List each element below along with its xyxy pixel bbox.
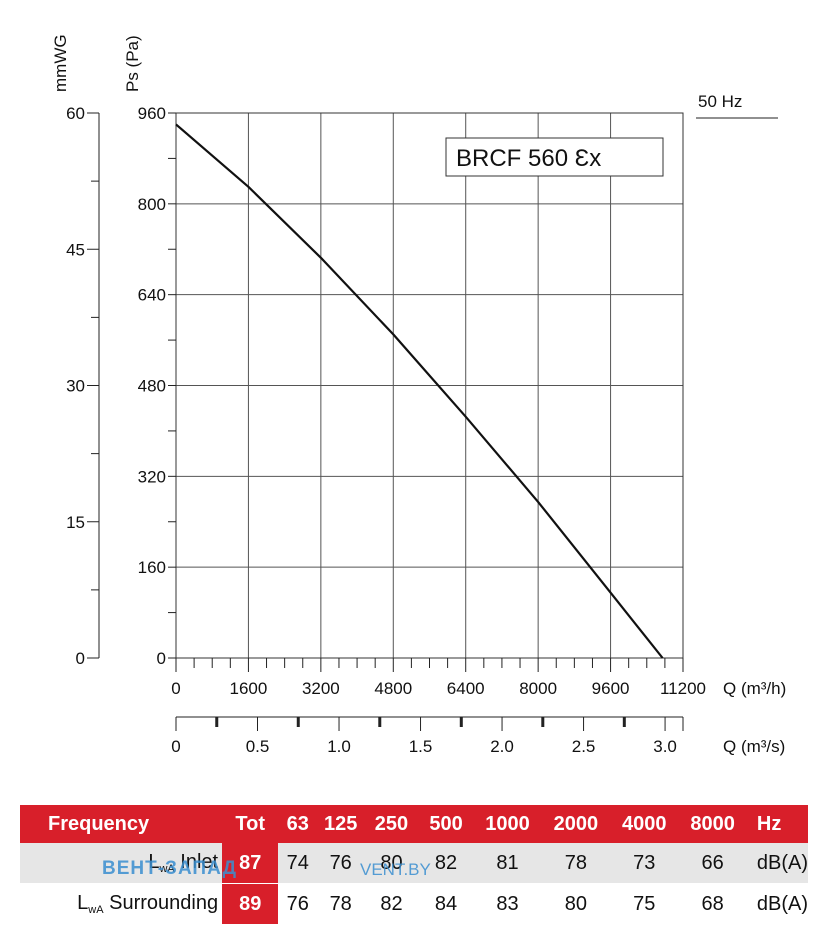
x-tick-label: 1600 (230, 679, 268, 698)
model-label-box (445, 137, 664, 177)
x2-tick-label: 1.5 (409, 737, 433, 756)
table-header-row: Frequency Tot 63 125 250 500 1000 2000 4… (20, 805, 808, 843)
header-500: 500 (418, 805, 474, 843)
x2-axis-title: Q (m³/s) (723, 737, 785, 756)
watermark-domain: VENT.BY (360, 860, 431, 879)
x2-tick-label: 0 (171, 737, 180, 756)
inlet-63: 74 (278, 843, 318, 884)
frequency-label: 50 Hz (698, 92, 742, 111)
inlet-4000: 73 (610, 843, 679, 884)
surrounding-250: 82 (364, 883, 419, 924)
inlet-tot: 87 (222, 843, 279, 884)
y2-tick-label: 60 (66, 104, 85, 123)
header-63: 63 (278, 805, 318, 843)
surrounding-8000: 68 (678, 883, 747, 924)
surrounding-tot: 89 (222, 883, 279, 924)
x-tick-label: 9600 (592, 679, 630, 698)
y-tick-label: 480 (138, 377, 166, 396)
y-tick-label: 640 (138, 286, 166, 305)
x-axis-title: Q (m³/h) (723, 679, 786, 698)
y-tick-label: 0 (157, 649, 166, 668)
table-row-surrounding: LwA Surrounding 89 76 78 82 84 83 80 75 … (20, 883, 808, 924)
series-line-brcf560 (175, 123, 664, 659)
x-tick-label: 4800 (374, 679, 412, 698)
surrounding-63: 76 (278, 883, 318, 924)
row-label-inlet: LwA Inlet (20, 843, 223, 884)
header-hz: Hz (746, 805, 808, 843)
y-tick-label: 320 (138, 467, 166, 486)
x-tick-label: 6400 (447, 679, 485, 698)
sound-power-table: Frequency Tot 63 125 250 500 1000 2000 4… (20, 805, 808, 924)
x2-tick-label: 0.5 (246, 737, 270, 756)
header-2000: 2000 (541, 805, 611, 843)
row-label-surrounding: LwA Surrounding (20, 883, 223, 924)
inlet-unit: dB(A) (746, 843, 808, 884)
header-tot: Tot (222, 805, 279, 843)
x2-tick-label: 3.0 (653, 737, 677, 756)
x2-tick-label: 2.5 (572, 737, 596, 756)
watermark-logo: ВЕНТ-ЗАПАД (102, 858, 238, 879)
surrounding-125: 78 (317, 883, 365, 924)
header-125: 125 (317, 805, 365, 843)
x2-tick-label: 2.0 (490, 737, 514, 756)
y2-tick-label: 0 (76, 649, 85, 668)
surrounding-unit: dB(A) (746, 883, 808, 924)
y-tick-label: 800 (138, 195, 166, 214)
x-tick-label: 3200 (302, 679, 340, 698)
header-250: 250 (364, 805, 419, 843)
x-tick-label: 0 (171, 679, 180, 698)
y2-tick-label: 15 (66, 513, 85, 532)
header-4000: 4000 (610, 805, 679, 843)
y2-tick-label: 30 (66, 377, 85, 396)
x-tick-label: 8000 (519, 679, 557, 698)
surrounding-4000: 75 (610, 883, 679, 924)
header-8000: 8000 (678, 805, 747, 843)
y-tick-label: 960 (138, 104, 166, 123)
inlet-500: 82 (418, 843, 474, 884)
x2-tick-label: 1.0 (327, 737, 351, 756)
inlet-1000: 81 (473, 843, 542, 884)
header-1000: 1000 (473, 805, 542, 843)
model-label: BRCF 560 Ɛx (456, 145, 601, 172)
surrounding-1000: 83 (473, 883, 542, 924)
y-axis-title: Ps (Pa) (123, 35, 142, 92)
inlet-250: 80 (364, 843, 419, 884)
inlet-2000: 78 (541, 843, 611, 884)
inlet-8000: 66 (678, 843, 747, 884)
x-tick-label: 11200 (660, 679, 706, 698)
surrounding-500: 84 (418, 883, 474, 924)
y-tick-label: 160 (138, 558, 166, 577)
header-frequency: Frequency (20, 805, 223, 843)
surrounding-2000: 80 (541, 883, 611, 924)
table-row-inlet: LwA Inlet 87 74 76 80 82 81 78 73 66 dB(… (20, 843, 808, 884)
inlet-125: 76 (317, 843, 365, 884)
y2-axis-title: mmWG (51, 34, 70, 92)
y2-tick-label: 45 (66, 240, 85, 259)
